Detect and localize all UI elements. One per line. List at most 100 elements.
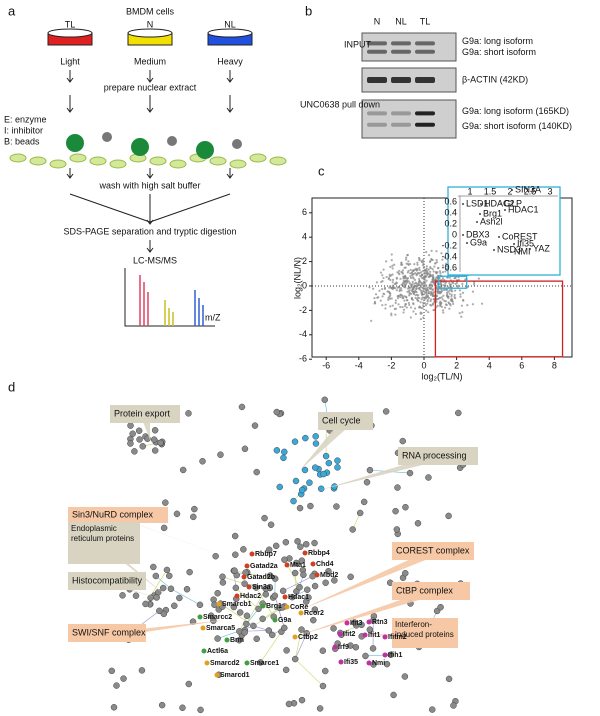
scatter-dot	[406, 254, 409, 257]
node	[183, 585, 191, 593]
node	[321, 396, 328, 404]
node	[217, 451, 224, 458]
node	[291, 438, 299, 445]
scatter-dot	[412, 303, 415, 306]
scatter-dot	[389, 294, 392, 297]
enzyme	[131, 138, 149, 156]
scatter-dot	[436, 304, 439, 307]
node	[240, 546, 247, 553]
callout	[68, 624, 146, 642]
node	[445, 675, 453, 683]
scatter-dot	[370, 319, 373, 322]
scatter-dot	[391, 284, 395, 287]
scatter-dot	[408, 294, 411, 297]
scatter-dot	[445, 252, 448, 255]
node	[132, 592, 140, 599]
node	[211, 601, 218, 609]
scatter-dot	[456, 285, 459, 289]
label: Rtn3	[372, 619, 388, 626]
scatter-dot	[450, 293, 453, 296]
node	[266, 572, 274, 579]
scatter-dot	[444, 256, 447, 259]
scatter-dot	[422, 304, 425, 307]
scatter-dot	[437, 290, 440, 294]
scatter-dot	[394, 313, 397, 316]
node	[319, 647, 327, 654]
node	[290, 497, 297, 505]
label: 0	[302, 280, 307, 290]
scatter-dot	[403, 280, 406, 284]
scatter-dot	[425, 293, 428, 296]
node	[190, 513, 197, 521]
node	[311, 606, 319, 613]
node	[320, 470, 327, 478]
scatter-dot	[425, 268, 428, 271]
arrow-head	[66, 77, 74, 83]
label: Smarcb1	[222, 601, 252, 608]
scatter-dot	[409, 276, 413, 280]
label: Mta1	[290, 562, 306, 569]
gene-node	[314, 572, 320, 578]
node	[319, 682, 327, 690]
gene-node	[284, 562, 290, 568]
node	[302, 434, 309, 442]
label: E: enzyme	[4, 114, 47, 124]
label: I: inhibitor	[4, 125, 43, 135]
scatter-dot	[393, 263, 396, 266]
label: Sin3/NuRD complex	[72, 509, 154, 519]
bead-b	[102, 132, 112, 142]
scatter-dot	[400, 289, 403, 292]
band	[367, 41, 387, 46]
scatter-dot	[444, 262, 448, 265]
scatter-dot	[435, 259, 438, 262]
scatter-dot	[424, 274, 427, 277]
bead	[29, 156, 47, 166]
scatter-dot	[410, 272, 413, 275]
label: Irf9	[338, 644, 349, 651]
label: c	[318, 163, 325, 178]
node	[135, 427, 143, 434]
scatter-dot	[391, 304, 394, 307]
label: SWI/SNF complex	[72, 627, 146, 637]
scatter-dot	[445, 291, 449, 294]
spectrum-axes	[124, 268, 215, 327]
callout	[318, 412, 373, 430]
scatter-dot	[411, 269, 415, 272]
label: Rbbp4	[308, 550, 330, 557]
node	[281, 448, 288, 456]
node	[173, 510, 181, 518]
scatter-dot	[427, 292, 431, 295]
scatter-dot	[435, 276, 438, 279]
scatter-dot	[399, 296, 402, 299]
scatter-dot	[426, 289, 430, 292]
inset-dot	[510, 251, 512, 253]
scatter-dot	[473, 281, 476, 284]
scatter-dot	[400, 263, 403, 266]
node	[331, 577, 338, 584]
scatter-dot	[424, 304, 427, 307]
label: Ifih1	[388, 652, 402, 659]
label: 2	[302, 256, 307, 266]
scatter-dot	[439, 300, 442, 303]
scatter-dot	[447, 302, 451, 305]
scatter-dot	[396, 286, 399, 289]
node	[301, 466, 309, 474]
label: Cell cycle	[322, 415, 361, 425]
gene-node	[302, 550, 308, 556]
node	[179, 704, 186, 712]
node	[162, 499, 169, 506]
scatter-dot	[388, 285, 392, 288]
label: BMDM cells	[126, 6, 175, 16]
label: Ash2l	[480, 216, 503, 226]
node	[306, 479, 313, 486]
node	[271, 575, 279, 582]
node	[360, 498, 368, 506]
scatter-dot	[411, 298, 414, 301]
scatter-dot	[441, 309, 445, 312]
label: B: beads	[4, 136, 40, 146]
scatter-dot	[411, 283, 414, 286]
node	[285, 700, 293, 708]
callout-text: Endoplasmic reticulum proteins	[71, 524, 134, 543]
label: 0	[452, 229, 457, 239]
scatter-dot	[387, 296, 390, 300]
